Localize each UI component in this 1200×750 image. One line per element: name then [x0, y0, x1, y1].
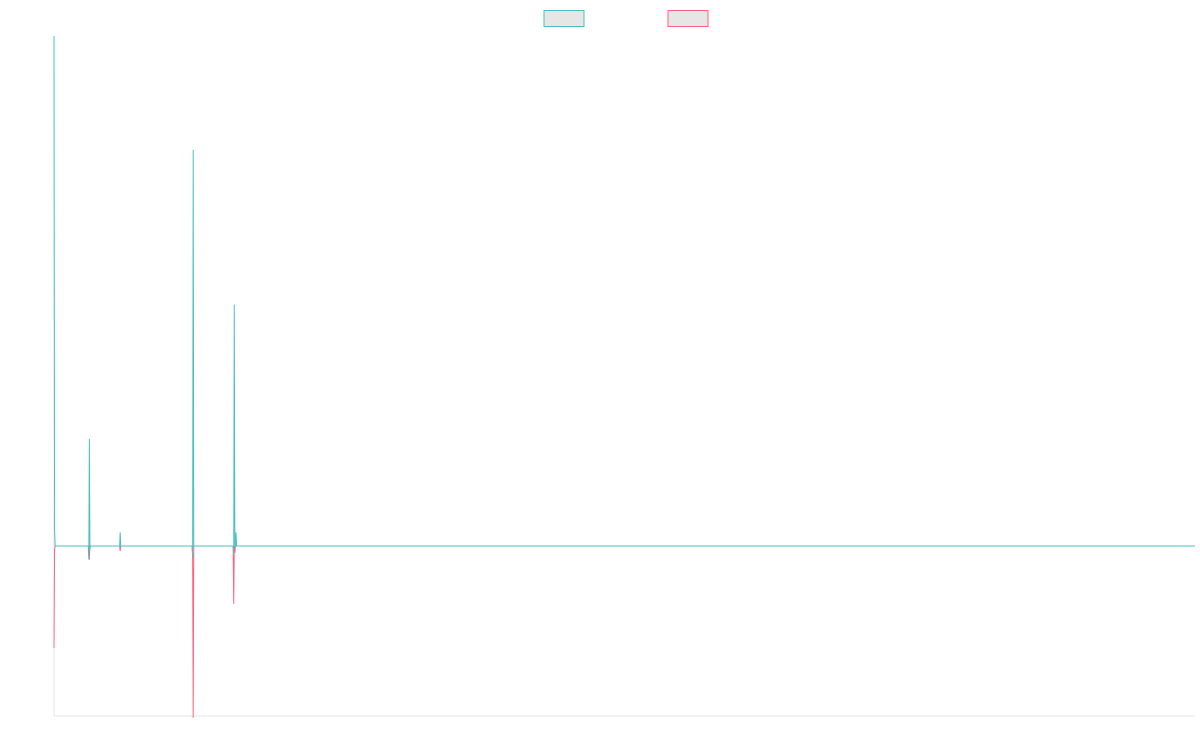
legend-swatch-1[interactable]	[543, 10, 585, 27]
legend-swatch-2[interactable]	[667, 10, 709, 27]
chart-axes	[53, 36, 1195, 717]
legend	[543, 10, 709, 27]
series-2-line	[53, 545, 1195, 718]
legend-item-1[interactable]	[543, 10, 585, 27]
series-1-line	[53, 35, 1195, 560]
series-layer	[53, 35, 1195, 718]
legend-item-2[interactable]	[667, 10, 709, 27]
